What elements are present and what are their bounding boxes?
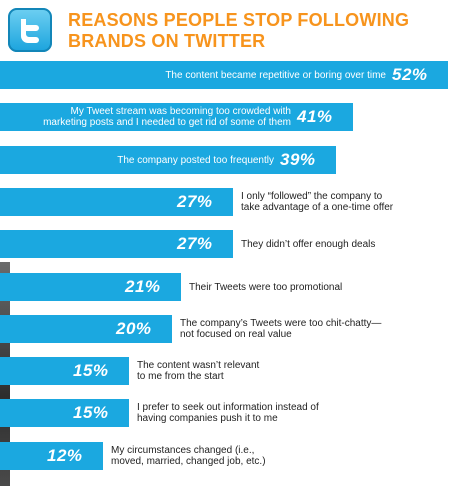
category-label-line: My circumstances changed (i.e.,	[111, 445, 255, 456]
bar-10	[0, 442, 103, 470]
chart-title: REASONS PEOPLE STOP FOLLOWING BRANDS ON …	[68, 10, 428, 52]
value-label-6: 21%	[125, 277, 161, 296]
bar-4	[0, 188, 233, 216]
category-label-line: Their Tweets were too promotional	[189, 281, 343, 293]
category-label-line: to me from the start	[137, 371, 224, 382]
category-label-line: My Tweet stream was becoming too crowded…	[70, 106, 291, 117]
category-label-line: marketing posts and I needed to get rid …	[43, 117, 291, 128]
bar-2	[0, 103, 353, 131]
category-label-line: not focused on real value	[180, 329, 292, 340]
category-label-line: They didn’t offer enough deals	[241, 238, 376, 250]
category-label-line: I prefer to seek out information instead…	[137, 402, 319, 413]
value-label-9: 15%	[73, 403, 109, 422]
bar-8	[0, 357, 129, 385]
category-label-line: take advantage of a one-time offer	[241, 202, 394, 213]
bar-9	[0, 399, 129, 427]
bar-5	[0, 230, 233, 258]
category-label-line: moved, married, changed job, etc.)	[111, 456, 266, 467]
category-label-2: My Tweet stream was becoming too crowded…	[43, 106, 291, 128]
twitter-bird-icon	[21, 19, 39, 43]
bar-7	[0, 315, 172, 343]
category-label-8: The content wasn’t relevant to me from th…	[137, 360, 259, 382]
value-label-1: 52%	[392, 65, 428, 84]
category-label-1: The content became repetitive or boring …	[165, 70, 386, 81]
category-label-line: having companies push it to me	[137, 413, 278, 424]
category-label-3: The company posted too frequently	[117, 155, 274, 166]
category-label-line: I only “followed” the company to	[241, 191, 383, 202]
category-label-line: The content became repetitive or boring …	[165, 69, 386, 81]
chart-title-line-2: BRANDS ON TWITTER	[68, 31, 266, 51]
value-label-4: 27%	[177, 192, 213, 211]
category-label-10: My circumstances changed (i.e., moved, ma…	[111, 445, 266, 467]
value-label-2: 41%	[297, 107, 333, 126]
chart-title-line-1: REASONS PEOPLE STOP FOLLOWING	[68, 10, 410, 30]
bar-1	[0, 61, 448, 89]
twitter-logo	[8, 8, 52, 52]
category-label-line: The company’s Tweets were too chit-chatt…	[180, 318, 382, 329]
value-label-5: 27%	[177, 234, 213, 253]
value-label-3: 39%	[280, 150, 316, 169]
bar-3	[0, 146, 336, 174]
category-label-4: I only “followed” the company to take adv…	[241, 191, 393, 213]
category-label-line: The company posted too frequently	[117, 154, 274, 166]
value-label-8: 15%	[73, 361, 109, 380]
category-label-7: The company’s Tweets were too chit-chatt…	[180, 318, 381, 340]
category-label-5: They didn’t offer enough deals	[241, 239, 375, 250]
category-label-line: The content wasn’t relevant	[137, 360, 260, 371]
category-label-9: I prefer to seek out information instead…	[137, 402, 319, 424]
bar-6	[0, 273, 181, 301]
value-label-10: 12%	[47, 446, 83, 465]
value-label-7: 20%	[116, 319, 152, 338]
category-label-6: Their Tweets were too promotional	[189, 282, 342, 293]
